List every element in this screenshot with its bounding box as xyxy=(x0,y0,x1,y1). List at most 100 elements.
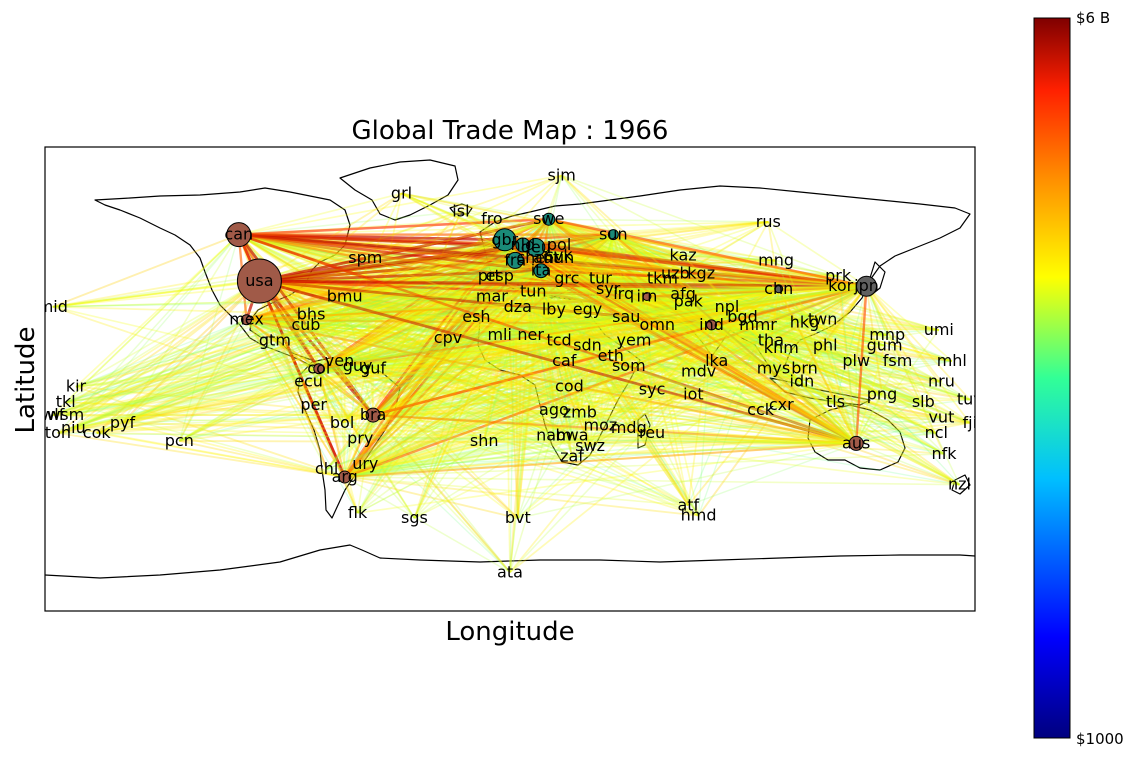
country-bubble-col[interactable] xyxy=(313,363,325,375)
country-bubble-fra[interactable] xyxy=(506,251,524,269)
trade-route-col-arg xyxy=(317,368,346,478)
trade-route-fra-fsm xyxy=(515,259,898,362)
country-label-col: col xyxy=(307,359,330,378)
country-label-cod: cod xyxy=(555,377,584,396)
trade-route-swe-cod xyxy=(548,219,571,387)
trade-route-bra-mli xyxy=(372,334,501,416)
trade-route-deu-guf xyxy=(372,246,537,370)
trade-route-ita-guy xyxy=(357,270,542,367)
country-bubble-nld[interactable] xyxy=(515,237,531,253)
trade-route-col-gbr xyxy=(318,238,506,370)
trade-route-arg-mys xyxy=(344,368,774,478)
country-label-tun: tun xyxy=(520,281,547,300)
trade-route-jpn-spm xyxy=(365,256,867,288)
trade-route-aus-npl xyxy=(726,306,857,444)
trade-route-arg-zaf xyxy=(344,455,573,478)
country-bubble-ind[interactable] xyxy=(706,319,717,331)
trade-route-usa-reu xyxy=(259,280,653,434)
trade-route-swe-prk xyxy=(548,218,839,277)
trade-route-irn-esh xyxy=(476,295,647,318)
country-bubble-swe[interactable] xyxy=(542,212,556,226)
trade-route-nld-irn xyxy=(522,244,648,298)
trade-route-chn-moz xyxy=(599,288,780,427)
trade-route-swe-slb xyxy=(548,218,924,403)
trade-route-usa-zaf xyxy=(258,280,573,458)
trade-route-chn-ven xyxy=(339,288,779,362)
trade-route-deu-tur xyxy=(535,246,601,280)
trade-route-jpn-moz xyxy=(600,285,867,426)
trade-route-col-kor xyxy=(318,285,841,370)
trade-route-usa-twn xyxy=(259,280,823,321)
trade-route-bra-esp xyxy=(372,275,501,416)
trade-route-arg-atf xyxy=(344,476,689,507)
trade-route-jpn-ton xyxy=(57,285,867,435)
country-bubble-chn[interactable] xyxy=(774,284,784,294)
trade-route-gbr-esh xyxy=(475,239,506,318)
trade-route-aus-tls xyxy=(834,401,857,444)
trade-route-chn-kaz xyxy=(682,254,779,290)
trade-route-ind-fji xyxy=(711,324,971,424)
trade-route-col-cub xyxy=(305,324,320,369)
country-bubble-jpn[interactable] xyxy=(856,275,877,297)
trade-route-chn-shn xyxy=(483,288,780,442)
trade-route-irn-phl xyxy=(646,295,826,347)
country-bubble-usa[interactable] xyxy=(236,258,282,304)
country-bubble-ita[interactable] xyxy=(533,263,549,279)
trade-route-arg-fji xyxy=(344,421,970,478)
trade-route-ita-tcd xyxy=(540,270,560,341)
country-bubble-arg[interactable] xyxy=(338,470,352,484)
trade-route-swe-syc xyxy=(548,218,653,390)
trade-route-bra-ner xyxy=(372,334,532,416)
country-label-nld: nld xyxy=(511,235,536,254)
country-bubble-bra[interactable] xyxy=(365,407,381,423)
trade-route-col-dza xyxy=(318,306,519,370)
trade-route-deu-irn xyxy=(535,246,648,298)
trade-route-chn-cod xyxy=(569,288,780,388)
trade-route-arg-bra xyxy=(343,414,375,478)
trade-route-nld-tcd xyxy=(522,244,560,341)
trade-route-irn-sjm xyxy=(561,174,648,297)
country-bubble-irn[interactable] xyxy=(642,292,652,301)
country-bubble-can[interactable] xyxy=(226,222,252,248)
trade-route-col-mli xyxy=(318,334,500,370)
trade-route-irn-tcd xyxy=(558,295,648,341)
trade-route-jpn-mex xyxy=(246,285,867,321)
trade-route-bra-nzl xyxy=(373,414,960,486)
trade-route-gbr-bvt xyxy=(503,239,519,519)
trade-route-ind-esh xyxy=(476,316,712,326)
trade-route-usa-slb xyxy=(259,280,924,403)
trade-route-deu-ury xyxy=(364,246,537,465)
country-bubble-sun[interactable] xyxy=(607,229,619,241)
trade-route-swe-nam xyxy=(548,219,555,436)
trade-route-col-niu xyxy=(73,368,319,429)
trade-route-arg-hmd xyxy=(344,476,699,517)
trade-route-ita-bmu xyxy=(344,269,542,298)
trade-route-mex-tun xyxy=(246,290,534,321)
trade-route-col-wlf xyxy=(52,367,319,416)
trade-route-irn-nfk xyxy=(646,295,945,455)
trade-route-jpn-fsm xyxy=(865,285,899,362)
trade-route-arg-svk xyxy=(344,254,560,478)
country-bubble-aus[interactable] xyxy=(848,435,864,451)
trade-route-chn-irn xyxy=(646,287,779,298)
trade-route-bra-tkl xyxy=(65,401,374,416)
trade-route-ind-arg xyxy=(344,324,712,478)
trade-route-jpn-bhs xyxy=(311,285,867,316)
trade-route-bra-tcd xyxy=(372,339,560,416)
trade-route-jpn-chl xyxy=(326,285,867,470)
trade-route-ita-mys xyxy=(540,269,774,370)
trade-route-can-mdg xyxy=(238,233,630,429)
country-bubble-mex[interactable] xyxy=(241,314,252,326)
trade-route-ind-ury xyxy=(364,324,712,465)
trade-route-gbr-syc xyxy=(504,239,653,390)
trade-route-bra-che xyxy=(372,257,532,416)
trade-route-sun-kaz xyxy=(613,233,684,257)
trade-route-deu-sjm xyxy=(535,175,563,248)
trade-route-nld-arg xyxy=(343,244,524,478)
trade-route-can-som xyxy=(238,233,630,367)
trade-route-jpn-png xyxy=(865,286,883,395)
country-bubble-gbr[interactable] xyxy=(493,228,517,252)
trade-route-mex-che xyxy=(246,256,531,321)
country-label-mex: mex xyxy=(229,310,264,329)
trade-route-aus-mdg xyxy=(628,427,857,445)
